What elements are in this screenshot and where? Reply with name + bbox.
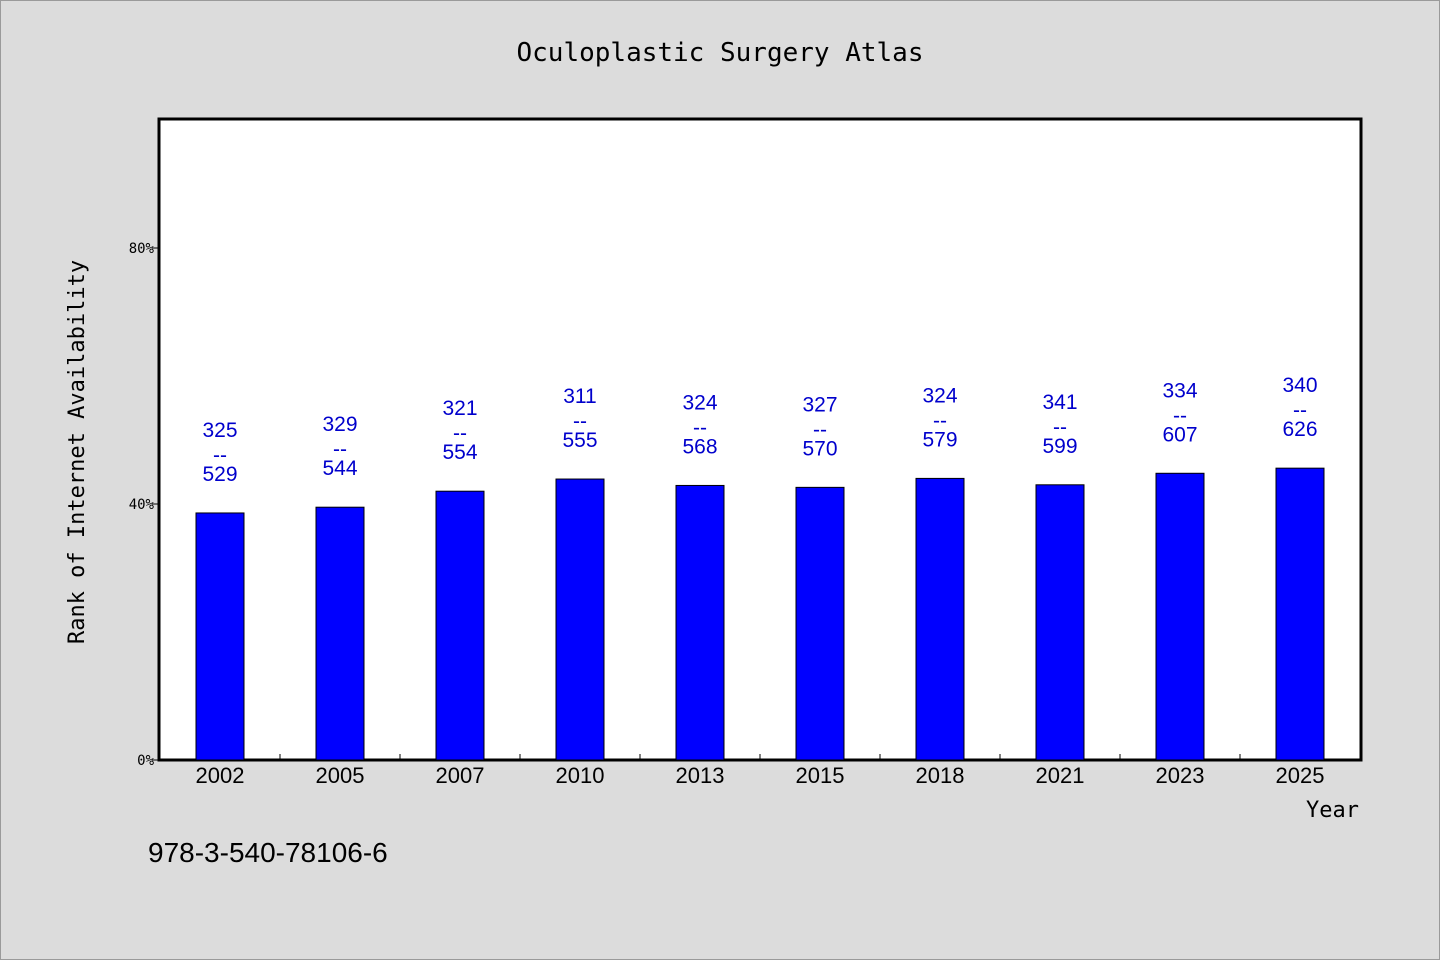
data-label-top: 324 [922, 384, 957, 407]
bar [1275, 467, 1325, 761]
data-label-top: 341 [1042, 391, 1077, 414]
bar [915, 477, 965, 761]
data-labels: 325--529329--544321--554311--555324--568… [202, 374, 1317, 486]
data-label-top: 340 [1282, 374, 1317, 397]
x-tick-label: 2023 [1156, 763, 1205, 788]
y-tick-label: 80% [129, 241, 155, 257]
data-label-bottom: 626 [1282, 418, 1317, 441]
data-label-top: 329 [322, 413, 357, 436]
data-label-top: 311 [563, 385, 596, 408]
data-label-separator: -- [813, 418, 827, 441]
data-label-bottom: 568 [682, 435, 717, 458]
x-axis: 2002 2005 2007 2010 2013 2015 2018 2021 2023 2025 [196, 754, 1325, 788]
bars [195, 467, 1325, 761]
data-label-top: 325 [202, 419, 237, 442]
data-label-bottom: 554 [442, 441, 477, 464]
x-tick-label: 2013 [676, 763, 725, 788]
x-tick-label: 2015 [796, 763, 845, 788]
data-label-top: 324 [682, 391, 717, 414]
y-axis: 0% 40% 80% [129, 241, 160, 769]
y-tick-label: 40% [129, 497, 155, 513]
data-label-separator: -- [573, 410, 587, 433]
data-label-separator: -- [933, 409, 947, 432]
bar [435, 490, 485, 761]
data-label-bottom: 570 [802, 437, 837, 460]
bar [315, 506, 365, 761]
data-label-separator: -- [333, 438, 347, 461]
x-tick-label: 2005 [316, 763, 365, 788]
chart-title: Oculoplastic Surgery Atlas [517, 38, 924, 68]
bar [195, 512, 245, 761]
bar [555, 478, 605, 761]
data-label-separator: -- [693, 416, 707, 439]
bar [675, 484, 725, 761]
x-tick-label: 2018 [916, 763, 965, 788]
data-label-separator: -- [1173, 404, 1187, 427]
data-label-bottom: 529 [202, 463, 237, 486]
data-label-top: 327 [802, 393, 837, 416]
data-label-bottom: 599 [1042, 435, 1077, 458]
data-label-top: 321 [442, 397, 477, 420]
y-tick-label: 0% [137, 753, 154, 769]
data-label-bottom: 544 [322, 457, 357, 480]
x-tick-label: 2025 [1276, 763, 1325, 788]
isbn-footnote: 978-3-540-78106-6 [148, 837, 388, 868]
y-axis-label: Rank of Internet Availability [65, 260, 90, 644]
data-label-bottom: 579 [922, 428, 957, 451]
data-label-top: 334 [1162, 379, 1197, 402]
data-label-bottom: 555 [562, 429, 597, 452]
x-axis-label: Year [1306, 798, 1359, 823]
data-label-separator: -- [1053, 416, 1067, 439]
data-label-separator: -- [213, 444, 227, 467]
x-tick-label: 2002 [196, 763, 245, 788]
bar [1155, 472, 1205, 761]
x-tick-label: 2021 [1036, 763, 1085, 788]
data-label-separator: -- [1293, 399, 1307, 422]
bar [795, 486, 845, 761]
x-tick-label: 2007 [436, 763, 485, 788]
data-label-separator: -- [453, 422, 467, 445]
x-tick-label: 2010 [556, 763, 605, 788]
bar [1035, 484, 1085, 761]
data-label-bottom: 607 [1162, 423, 1197, 446]
